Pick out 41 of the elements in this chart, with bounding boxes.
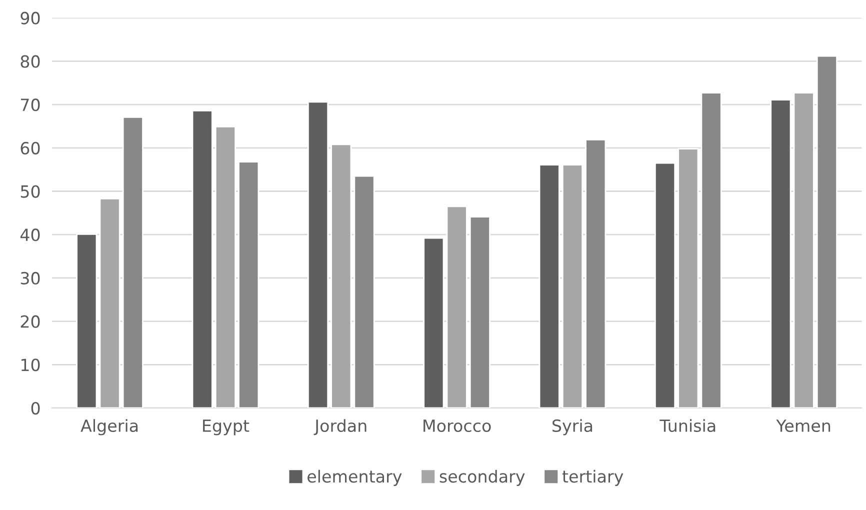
bar <box>354 175 375 408</box>
bar <box>770 99 792 408</box>
y-tick-label: 20 <box>20 315 40 328</box>
y-tick-label: 40 <box>20 228 40 242</box>
bar <box>238 161 260 408</box>
x-tick-label: Yemen <box>776 420 830 432</box>
x-tick-label: Morocco <box>424 420 491 432</box>
legend-label: tertiary <box>562 470 624 486</box>
y-tick-label: 50 <box>20 185 40 198</box>
x-tick-label: Tunisia <box>660 419 716 432</box>
bar <box>469 216 490 408</box>
y-tick-label: 10 <box>21 358 40 372</box>
bar <box>700 92 722 408</box>
bar <box>793 92 814 408</box>
bar <box>446 206 468 408</box>
bar <box>307 101 329 408</box>
bar <box>99 198 120 408</box>
bar <box>678 148 699 408</box>
y-tick-label: 0 <box>31 402 40 415</box>
bar <box>654 162 676 408</box>
bar <box>538 164 560 408</box>
x-tick-label: Egypt <box>203 420 250 436</box>
y-tick-label: 30 <box>20 272 40 285</box>
legend-label: elementary <box>308 470 402 486</box>
bar <box>330 144 352 408</box>
x-tick-label: Algeria <box>80 419 138 436</box>
y-tick-label: 60 <box>20 142 40 154</box>
bar <box>76 233 98 408</box>
legend-label: secondary <box>440 470 525 486</box>
bar <box>192 110 213 408</box>
y-tick-label: 70 <box>21 98 40 112</box>
y-tick-label: 90 <box>20 12 40 24</box>
bar <box>816 55 838 408</box>
bar <box>214 126 236 408</box>
bar <box>585 138 606 408</box>
bar <box>122 116 144 408</box>
x-tick-label: Jordan <box>314 419 366 436</box>
bar <box>423 237 444 408</box>
x-tick-label: Syria <box>552 419 592 436</box>
y-tick-label: 80 <box>20 55 40 68</box>
bar <box>562 164 584 408</box>
